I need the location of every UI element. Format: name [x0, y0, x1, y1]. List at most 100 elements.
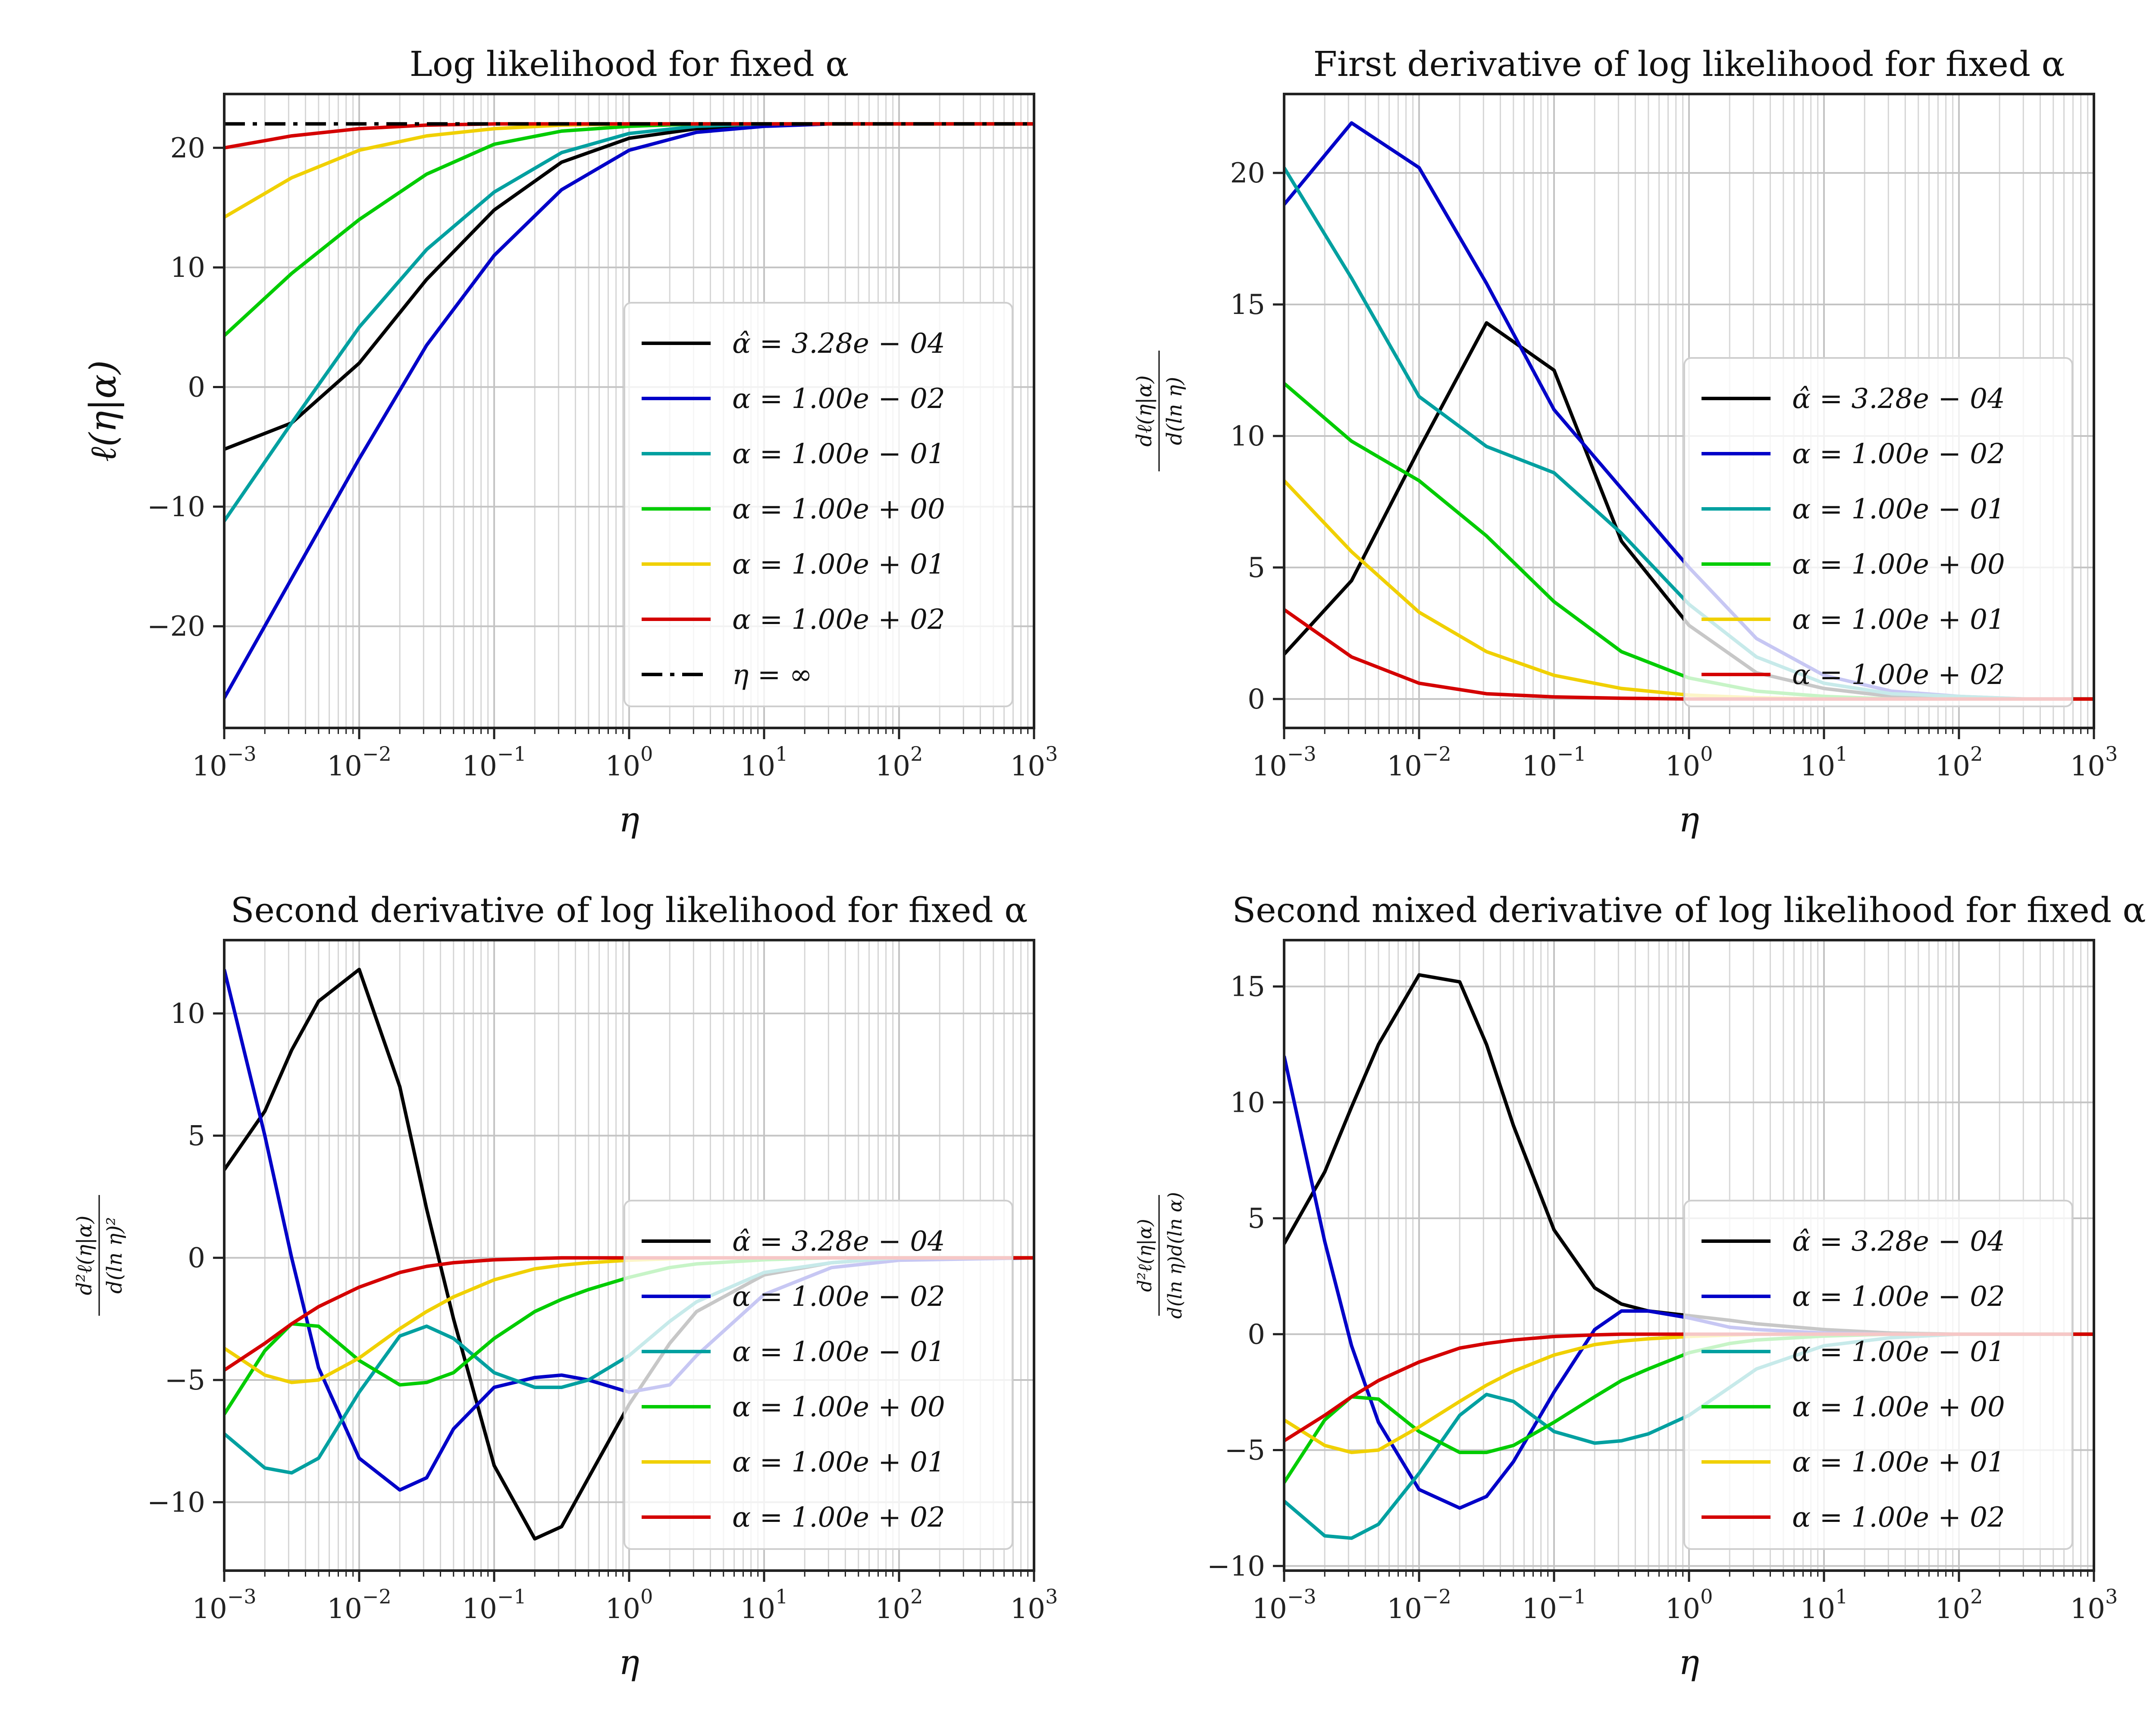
legend-label-6: α = 1.00e + 02 [732, 604, 945, 636]
legend-label-6: α = 1.00e + 02 [732, 1502, 945, 1534]
x-tick-label: 101 [1800, 742, 1848, 782]
plot-frame [223, 939, 1035, 1572]
y-axis-label-denominator: d(ln η) [1163, 377, 1187, 445]
x-tick-label: 101 [1800, 1585, 1848, 1625]
legend-label-4: α = 1.00e + 00 [1792, 549, 2005, 580]
y-tick-label: 20 [170, 132, 205, 164]
legend-label-3: α = 1.00e − 01 [1792, 1336, 2005, 1368]
x-tick-label: 10−2 [1387, 1585, 1451, 1625]
x-axis-label: η [619, 1642, 639, 1682]
y-axis-label-numerator: d²ℓ(η|α) [1134, 1219, 1156, 1292]
x-axis-label: η [619, 800, 639, 840]
legend-label-2: α = 1.00e − 02 [1792, 438, 2005, 470]
y-tick-label: 10 [1230, 420, 1265, 452]
legend-label-5: α = 1.00e + 01 [1792, 1446, 2005, 1478]
chart-title: Log likelihood for fixed α [410, 44, 849, 84]
legend-label-4: α = 1.00e + 00 [732, 493, 945, 525]
legend-label-6: α = 1.00e + 02 [1792, 1502, 2005, 1534]
y-tick-label: 5 [1247, 1203, 1265, 1235]
x-tick-label: 101 [740, 1585, 788, 1625]
x-tick-label: 102 [1935, 742, 1983, 782]
y-tick-label: −10 [147, 1487, 205, 1518]
x-tick-label: 103 [2070, 742, 2118, 782]
x-tick-label: 100 [605, 1585, 653, 1625]
plot-frame [1283, 939, 2095, 1572]
plot-frame [1283, 93, 2095, 729]
legend-label-2: α = 1.00e − 02 [732, 1281, 945, 1313]
y-tick-label: −5 [1225, 1435, 1265, 1467]
x-tick-label: 10−1 [462, 742, 526, 782]
chart-panel-3: −10 −5 0 5 10 10−3 10−2 10−1 100 101 102 103 Second … [72, 890, 1058, 1682]
y-tick-label: 0 [188, 372, 205, 404]
chart-panel-4: −10 −5 0 5 10 15 10−3 10−2 10−1 100 101 102 103 Secon… [1134, 890, 2146, 1682]
y-tick-label: 0 [188, 1242, 205, 1274]
y-axis-label-text: ℓ(η|α) [82, 360, 124, 462]
y-tick-label: 10 [170, 998, 205, 1030]
y-tick-label: 15 [1230, 971, 1265, 1003]
y-tick-label: 10 [170, 252, 205, 284]
legend-label-4: α = 1.00e + 00 [732, 1391, 945, 1423]
chart-panel-2: 0 5 10 15 20 10−3 10−2 10−1 100 101 102 103 First de… [1132, 44, 2118, 840]
legend-label-5: α = 1.00e + 01 [1792, 604, 2005, 636]
legend: α̂ = 3.28e − 04 α = 1.00e − 02 α = 1.00e −… [1683, 1200, 2073, 1550]
y-axis-label: d²ℓ(η|α) d(ln η)² [72, 1195, 127, 1316]
y-axis-label: ℓ(η|α) [82, 360, 124, 462]
legend-box [1683, 357, 2073, 707]
x-tick-label: 102 [875, 742, 923, 782]
x-tick-label: 102 [1935, 1585, 1983, 1625]
legend: α̂ = 3.28e − 04 α = 1.00e − 02 α = 1.00e −… [624, 1200, 1013, 1550]
y-tick-label: −5 [165, 1364, 205, 1396]
y-tick-label: −10 [1207, 1550, 1265, 1582]
legend-box [1683, 1200, 2073, 1550]
legend-box [624, 1200, 1013, 1550]
x-tick-label: 100 [1665, 1585, 1713, 1625]
x-tick-label: 10−3 [1252, 1585, 1316, 1625]
y-tick-label: 10 [1230, 1087, 1265, 1119]
legend-label-1: α̂ = 3.28e − 04 [1792, 1226, 2005, 1258]
y-tick-label: 15 [1230, 289, 1265, 321]
x-tick-label: 103 [1010, 742, 1058, 782]
legend-label-4: α = 1.00e + 00 [1792, 1391, 2005, 1423]
series-line-6 [224, 122, 1034, 150]
x-tick-label: 102 [875, 1585, 923, 1625]
x-tick-label: 100 [605, 742, 653, 782]
legend: α̂ = 3.28e − 04 α = 1.00e − 02 α = 1.00e −… [1683, 357, 2073, 707]
y-tick-label: 5 [188, 1120, 205, 1152]
legend: α̂ = 3.28e − 04 α = 1.00e − 02 α = 1.00e −… [624, 302, 1013, 707]
legend-label-3: α = 1.00e − 01 [732, 438, 945, 470]
y-axis-label: d²ℓ(η|α) d(ln η)d(ln α) [1134, 1192, 1186, 1319]
y-tick-label: −20 [147, 611, 205, 643]
legend-label-2: α = 1.00e − 02 [1792, 1281, 2005, 1313]
legend-label-5: α = 1.00e + 01 [732, 549, 945, 580]
y-axis-label-denominator: d(ln η)d(ln α) [1164, 1192, 1186, 1319]
legend-label-3: α = 1.00e − 01 [732, 1336, 945, 1368]
legend-label-1: α̂ = 3.28e − 04 [1792, 383, 2005, 415]
chart-title: Second derivative of log likelihood for … [231, 890, 1028, 930]
x-tick-label: 100 [1665, 742, 1713, 782]
y-tick-label: 0 [1247, 1319, 1265, 1351]
x-tick-label: 10−2 [1387, 742, 1451, 782]
legend-label-5: α = 1.00e + 01 [732, 1446, 945, 1478]
chart-title: Second mixed derivative of log likelihoo… [1232, 890, 2146, 930]
chart-panel-1: −20 −10 0 10 20 10−3 10−2 10−1 100 101 102 103 Log l… [82, 44, 1058, 840]
legend-label-3: α = 1.00e − 01 [1792, 493, 2005, 525]
legend-label-1: α̂ = 3.28e − 04 [732, 1226, 945, 1258]
y-axis-label: dℓ(η|α) d(ln η) [1132, 351, 1187, 471]
x-tick-label: 103 [2070, 1585, 2118, 1625]
x-tick-label: 10−1 [1522, 742, 1586, 782]
x-tick-label: 10−3 [192, 1585, 256, 1625]
x-tick-label: 10−2 [327, 1585, 391, 1625]
x-axis-label: η [1679, 800, 1699, 840]
y-tick-label: 20 [1230, 157, 1265, 189]
legend-label-7: η = ∞ [732, 659, 812, 691]
y-axis-label-denominator: d(ln η)² [103, 1217, 127, 1294]
legend-label-6: α = 1.00e + 02 [1792, 659, 2005, 691]
legend-label-2: α = 1.00e − 02 [732, 383, 945, 415]
x-tick-label: 10−1 [462, 1585, 526, 1625]
x-tick-label: 10−3 [192, 742, 256, 782]
x-axis-label: η [1679, 1642, 1699, 1682]
y-tick-label: 0 [1247, 684, 1265, 715]
legend-label-1: α̂ = 3.28e − 04 [732, 328, 945, 360]
x-tick-label: 103 [1010, 1585, 1058, 1625]
